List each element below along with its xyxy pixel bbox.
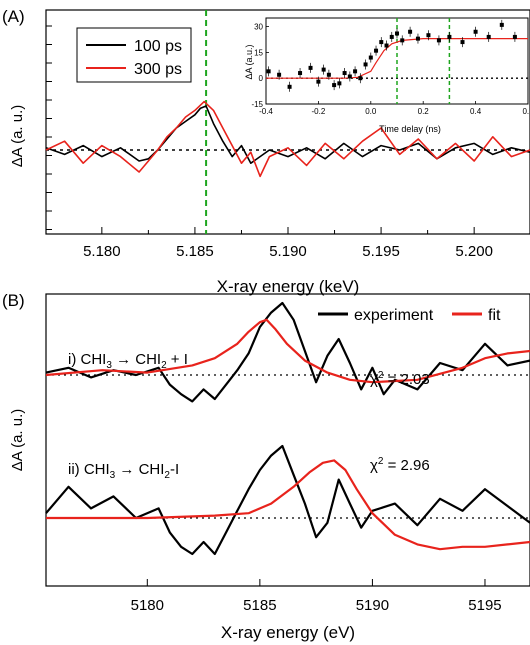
inset-data-point <box>277 72 282 77</box>
panel-b-x-tick-label: 5195 <box>468 597 501 614</box>
panel-a-legend-box <box>76 27 192 83</box>
panel-b-plot: 5180 5185 5190 5195 <box>45 301 530 614</box>
panel-b-frame <box>45 293 530 587</box>
inset-x-tick-label: 0.2 <box>418 107 430 116</box>
inset-data-point <box>332 83 337 88</box>
trace-ii-fit-line <box>46 459 530 551</box>
inset-data-point <box>266 69 271 74</box>
panel-a-plot: 5.180 5.185 5.190 5.195 5.200 <box>45 10 530 260</box>
arrow-icon: → <box>119 461 134 478</box>
inset-data-point <box>400 38 405 43</box>
inset-data-point <box>337 81 342 86</box>
inset-data-point <box>358 76 363 81</box>
panel-b-x-axis-label: X-ray energy (eV) <box>221 623 355 642</box>
legend-label-experiment: experiment <box>354 307 434 324</box>
panel-b-x-tick-label: 5180 <box>131 597 164 614</box>
inset-data-point <box>408 29 413 34</box>
inset-y-tick-label: 15 <box>254 48 263 57</box>
inset-data-point <box>486 34 491 39</box>
inset-x-tick-label: 0.4 <box>470 107 482 116</box>
inset-data-point <box>447 34 452 39</box>
inset-data-point <box>384 43 389 48</box>
inset-x-tick-label: -0.2 <box>312 107 326 116</box>
panel-a: (A) 5.180 5.185 5.190 5.195 5.200 ΔA (a. u.)… <box>2 7 530 296</box>
inset-y-axis-label: ΔA (a.u.) <box>244 44 254 79</box>
panel-b-tag: (B) <box>2 291 25 310</box>
panel-a-tag: (A) <box>2 7 25 26</box>
trace-i-label: i) CHI3 → CHI2 + I <box>68 351 188 371</box>
arrow-icon: → <box>116 351 131 368</box>
panel-a-x-tick-label: 5.190 <box>269 243 307 260</box>
inset-data-point <box>426 33 431 38</box>
inset-x-tick-label: 0.6 <box>522 107 530 116</box>
panel-b-x-tick-label: 5190 <box>356 597 389 614</box>
inset-data-point <box>499 22 504 27</box>
panel-a-inset: -0.4 -0.2 0.0 0.2 0.4 0.6 -15 0 15 30 ΔA (a.u.) T… <box>244 17 530 134</box>
inset-data-point <box>374 48 379 53</box>
series-100ps-line <box>45 105 530 164</box>
panel-a-x-tick-label: 5.180 <box>83 243 121 260</box>
trace-i-experiment-line <box>45 301 530 403</box>
panel-b-y-axis-label: ΔA (a. u.) <box>9 409 26 472</box>
inset-x-tick-label: -0.4 <box>259 107 273 116</box>
inset-data-point <box>342 71 347 76</box>
inset-data-point <box>308 65 313 70</box>
panel-a-x-tick-label: 5.200 <box>455 243 493 260</box>
inset-x-tick-label: 0.0 <box>365 107 377 116</box>
panel-b-annotations: i) CHI3 → CHI2 + I ii) CHI3 → CHI2-I χ2 … <box>68 351 430 481</box>
inset-data-point <box>395 31 399 36</box>
trace-i-fit-line <box>45 318 530 384</box>
panel-a-y-axis-label: ΔA (a. u.) <box>9 105 26 168</box>
legend-label-100ps: 100 ps <box>134 38 182 55</box>
panel-a-x-tick-label: 5.195 <box>362 243 400 260</box>
inset-y-tick-label: 30 <box>254 23 263 32</box>
inset-data-point <box>512 34 517 39</box>
inset-data-point <box>473 29 478 34</box>
inset-data-point <box>347 74 352 79</box>
inset-data-point <box>326 72 331 77</box>
legend-label-300ps: 300 ps <box>134 61 182 78</box>
panel-b: (B) 5180 5185 5190 5195 ΔA (a. u.) X-ray en… <box>2 291 530 642</box>
series-300ps-line <box>45 100 530 178</box>
inset-data-point <box>321 67 326 72</box>
chi-squared-i: χ2 = 2.03 <box>370 370 430 388</box>
trace-ii-label: ii) CHI3 → CHI2-I <box>68 461 179 481</box>
inset-data-point <box>298 71 303 76</box>
inset-plot: -0.4 -0.2 0.0 0.2 0.4 0.6 -15 0 15 30 <box>251 18 530 116</box>
inset-data-point <box>363 62 368 67</box>
inset-data-point <box>353 69 358 74</box>
inset-data-point <box>436 38 441 43</box>
inset-data-point <box>389 34 394 39</box>
inset-y-tick-label: 0 <box>259 74 264 83</box>
trace-ii-experiment-line <box>45 444 530 556</box>
inset-y-tick-label: -15 <box>251 100 263 109</box>
inset-data-point <box>460 40 465 45</box>
inset-data-point <box>368 55 373 60</box>
panel-a-x-axis-label: X-ray energy (keV) <box>217 277 360 296</box>
inset-data-point <box>316 79 321 84</box>
chi-squared-ii: χ2 = 2.96 <box>370 456 430 474</box>
inset-data-point <box>415 36 420 41</box>
inset-x-axis-label: Time delay (ns) <box>379 124 441 134</box>
panel-b-legend: experiment fit <box>318 307 501 324</box>
inset-data-point <box>287 84 292 89</box>
panel-a-legend: 100 ps 300 ps <box>76 27 192 83</box>
panel-a-x-tick-label: 5.185 <box>176 243 214 260</box>
inset-data-point <box>379 40 384 45</box>
legend-label-fit: fit <box>488 307 501 324</box>
panel-b-x-tick-label: 5185 <box>243 597 276 614</box>
